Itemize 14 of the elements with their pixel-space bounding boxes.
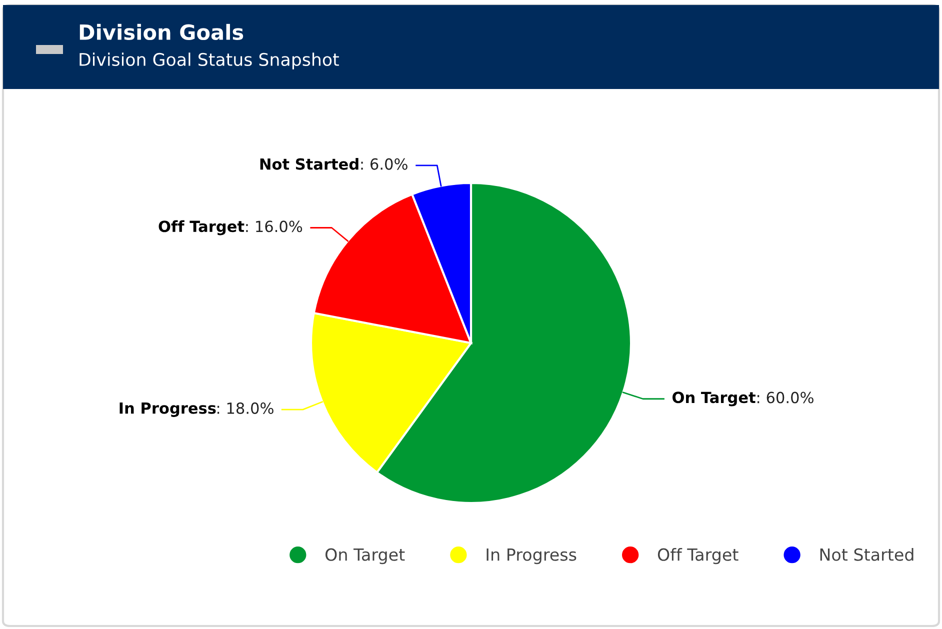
slice-label: On Target [672, 392, 756, 406]
legend-label: Off Target [658, 548, 738, 564]
slice-label: Not Started [260, 158, 358, 170]
data-label: : 6.0% [361, 158, 408, 170]
data-label: : 60.0% [758, 392, 814, 404]
legend-label: Not Started [820, 548, 914, 561]
data-label: : 18.0% [218, 402, 274, 414]
chart-title: Division Goals [80, 24, 244, 40]
data-label: : 16.0% [246, 220, 302, 232]
slice-label: In Progress [120, 402, 216, 417]
legend-label: On Target [325, 548, 405, 564]
slice-label: Off Target [158, 220, 244, 236]
chart-subtitle: Division Goal Status Snapshot [80, 52, 339, 70]
legend-label: In Progress [486, 548, 576, 564]
